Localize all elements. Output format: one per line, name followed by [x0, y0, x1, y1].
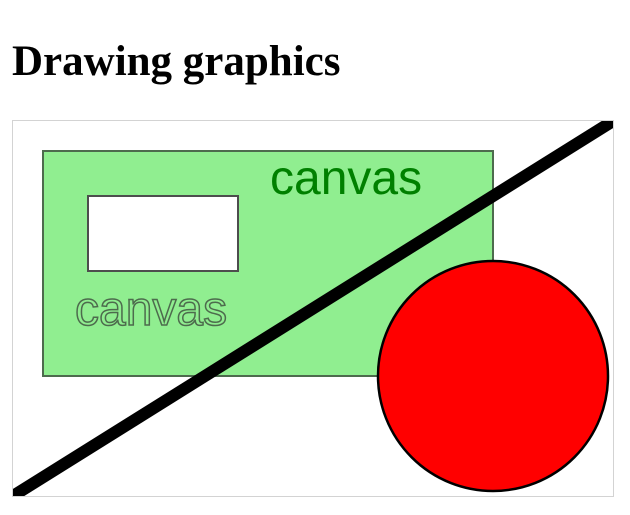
stroked-canvas-text: canvas — [75, 283, 227, 336]
white-rectangle — [87, 195, 239, 272]
drawing-canvas[interactable]: canvas canvas — [12, 120, 614, 497]
diagonal-line — [13, 121, 613, 496]
filled-canvas-text: canvas — [270, 152, 422, 205]
red-circle — [376, 259, 610, 493]
page-title: Drawing graphics — [12, 38, 341, 85]
canvas-graphics: canvas canvas — [13, 121, 613, 496]
